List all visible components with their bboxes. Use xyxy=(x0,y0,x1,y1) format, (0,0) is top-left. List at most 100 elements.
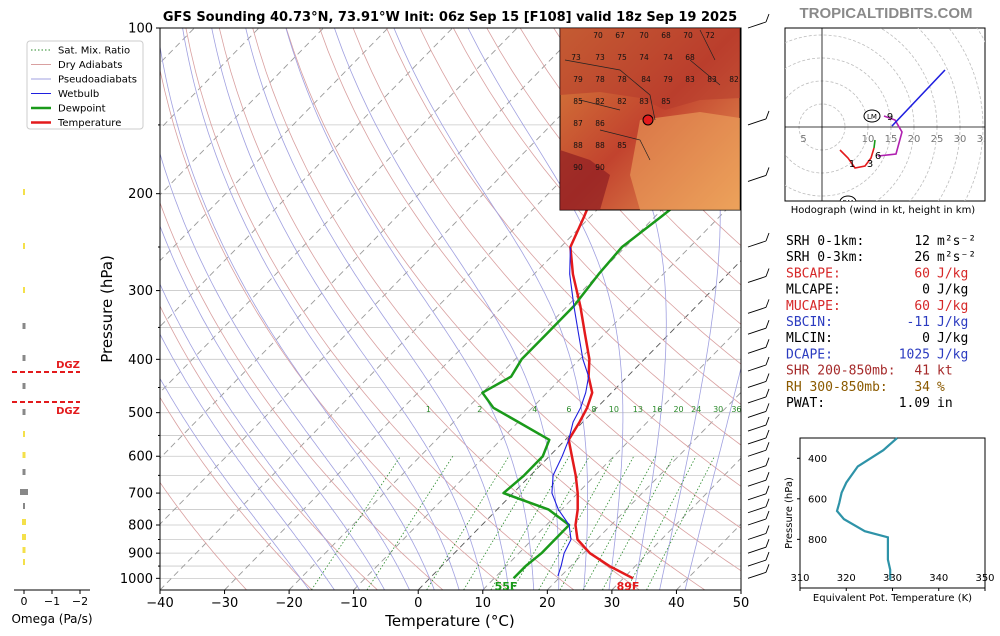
wind-barb xyxy=(747,546,767,554)
index-value: 26 xyxy=(914,250,930,265)
pseudoadiabat xyxy=(285,28,534,579)
omega-bar xyxy=(22,323,26,329)
x-tick-label: 0 xyxy=(414,596,422,611)
theta-e-y-tick-label: 400 xyxy=(808,454,827,465)
dry-adiabat xyxy=(419,28,741,405)
surface-dewpoint-label: 55F xyxy=(495,580,518,593)
map-value-label: 85 xyxy=(661,97,671,106)
isotherm-line xyxy=(611,457,741,590)
skewt-axes: −40 −30 −20 −10 0 10 20 30 40 50 100 200 300 400 500 60… xyxy=(98,13,770,630)
mixing-ratio-line xyxy=(426,455,510,590)
map-value-label: 86 xyxy=(595,119,605,128)
pseudoadiabat xyxy=(561,28,667,579)
hodograph-inner: 510152025303540LMRM1369 xyxy=(785,28,985,201)
omega-bar xyxy=(23,189,25,195)
map-value-label: 83 xyxy=(685,75,695,84)
wind-barb-flag xyxy=(765,13,770,23)
index-label: RH 300-850mb: xyxy=(786,380,888,395)
isotherm-line xyxy=(482,325,741,590)
hodograph-title: Hodograph (wind in kt, height in km) xyxy=(791,205,976,216)
pseudoadiabat xyxy=(429,578,435,590)
pseudoadiabat xyxy=(245,28,508,579)
wind-barb xyxy=(747,424,767,432)
y-tick-label: 1000 xyxy=(120,572,153,587)
wind-barb-flag xyxy=(765,525,770,534)
index-unit: % xyxy=(937,380,945,395)
mixing-ratio-label: 20 xyxy=(673,405,683,414)
wind-barb xyxy=(747,533,767,540)
dry-adiabat xyxy=(160,201,444,590)
map-value-label: 88 xyxy=(573,141,583,150)
mixing-ratio-line xyxy=(311,455,401,590)
pseudoadiabat xyxy=(480,578,485,590)
dry-adiabat xyxy=(486,28,741,325)
omega-bar xyxy=(22,469,26,475)
isotherm-line xyxy=(160,28,518,394)
map-value-label: 73 xyxy=(595,53,605,62)
map-value-label: 82 xyxy=(595,97,605,106)
left-mover-label: LM xyxy=(867,113,877,121)
theta-e-x-tick-label: 320 xyxy=(837,573,856,584)
wind-barb-flag xyxy=(765,485,770,494)
pseudoadiabat xyxy=(211,28,482,579)
dry-adiabat xyxy=(519,28,741,286)
mixing-ratio-label: 13 xyxy=(633,405,643,414)
legend-label: Dewpoint xyxy=(58,104,106,115)
dry-adiabat xyxy=(185,28,575,590)
index-value: 60 xyxy=(914,299,930,314)
wind-barb-flag xyxy=(765,457,770,466)
index-value: 1025 xyxy=(899,347,930,362)
index-value: 0 xyxy=(922,283,930,298)
legend-label: Sat. Mix. Ratio xyxy=(58,46,130,57)
wind-barb-flag xyxy=(765,299,770,308)
hodograph-trace-6-9km xyxy=(877,115,903,157)
theta-e-y-label: Pressure (hPa) xyxy=(784,477,795,549)
wind-barb xyxy=(747,396,767,404)
omega-bar xyxy=(23,431,25,437)
isotherm-line xyxy=(288,128,741,590)
dry-adiabat xyxy=(160,68,509,590)
map-value-label: 70 xyxy=(683,31,693,40)
omega-tick-label: −2 xyxy=(72,595,88,608)
hodograph-ring-label: 10 xyxy=(862,134,875,145)
wind-barb-flag xyxy=(765,232,770,242)
mixing-ratio-label: 24 xyxy=(691,405,701,414)
index-label: SHR 200-850mb: xyxy=(786,364,896,379)
pseudoadiabat xyxy=(160,333,327,579)
y-tick-label: 400 xyxy=(128,353,153,368)
wind-barb-flag xyxy=(765,498,770,507)
map-value-label: 78 xyxy=(595,75,605,84)
isotherm-line xyxy=(160,28,453,328)
wind-barb xyxy=(747,346,767,354)
index-unit: J/kg xyxy=(937,315,968,330)
mixing-ratio-label: 6 xyxy=(566,405,571,414)
left-mover-marker xyxy=(863,109,881,123)
wind-barb xyxy=(747,559,767,567)
wind-barb-flag xyxy=(765,388,770,398)
index-label: SRH 0-1km: xyxy=(786,234,864,249)
y-tick-label: 500 xyxy=(128,406,153,421)
map-value-label: 72 xyxy=(705,31,715,40)
hodograph-height-label: 9 xyxy=(887,112,893,123)
dry-adiabat xyxy=(285,28,741,572)
wind-barb-flag xyxy=(765,403,770,412)
wind-barb-flag xyxy=(765,510,770,520)
x-tick-label: −40 xyxy=(146,596,173,611)
legend-label: Dry Adiabats xyxy=(58,60,122,71)
wind-barb xyxy=(747,118,767,126)
y-tick-label: 300 xyxy=(128,284,153,299)
map-value-label: 74 xyxy=(639,53,649,62)
map-value-label: 67 xyxy=(615,31,625,40)
wind-barb xyxy=(747,518,767,526)
pseudoadiabat xyxy=(659,578,663,590)
mixing-ratio-label: 8 xyxy=(591,405,596,414)
index-label: MLCAPE: xyxy=(786,283,841,298)
hodograph-trace-0-3km xyxy=(839,147,875,169)
map-value-label: 85 xyxy=(573,97,583,106)
dry-adiabat xyxy=(160,481,247,590)
map-value-label: 83 xyxy=(639,97,649,106)
index-value: 1.09 xyxy=(899,396,930,411)
pseudoadiabat xyxy=(160,377,301,579)
wind-barb xyxy=(747,306,767,314)
pseudoadiabat xyxy=(160,283,353,579)
